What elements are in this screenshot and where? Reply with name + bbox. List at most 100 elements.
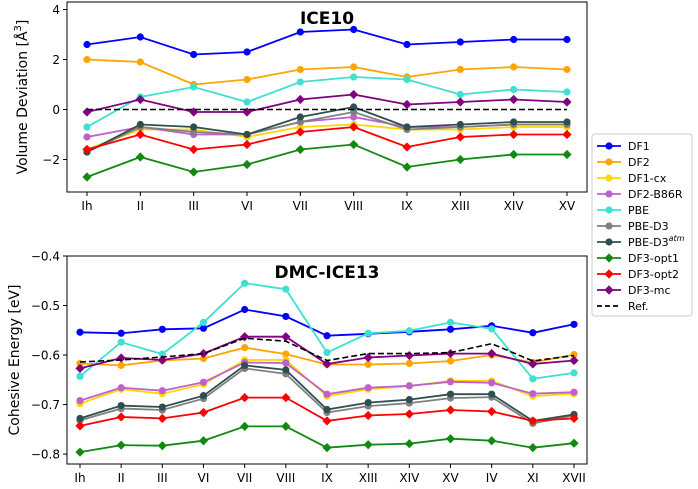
bottom-point-df3-opt1-xiii (363, 440, 373, 450)
bottom-point-df3-opt2-ix (322, 416, 332, 426)
top-series-df3-opt2 (82, 122, 572, 155)
legend-item-df1-cx: DF1-cx (597, 172, 667, 185)
bottom-point-df2-b86r-xiv (405, 382, 413, 390)
top-series-df3-mc (82, 89, 572, 117)
legend-label-text-pbe-d3: PBE-D3 (628, 220, 669, 233)
top-line-df1 (86, 28, 567, 56)
legend-marker-df2 (605, 158, 613, 166)
top-x-tick-label-ii: II (137, 199, 144, 213)
top-point-pbe-d3-vii (296, 118, 304, 126)
legend-label-df1-cx: DF1-cx (628, 172, 667, 185)
bottom-point-df1-ix (323, 332, 331, 340)
top-point-pbe-xiii (456, 90, 464, 99)
top-series-pbe-d3 (83, 108, 571, 156)
top-series-df2 (83, 55, 571, 89)
legend-marker-pbe (605, 206, 613, 214)
top-point-pbe-iii (190, 83, 198, 91)
top-point-df3-mc-ih (82, 107, 92, 117)
bottom-y-tick-label-4: −0.4 (31, 250, 60, 264)
bottom-point-df1-xvii (570, 320, 578, 328)
top-y-axis-label: Volume Deviation [Å3] (13, 20, 31, 175)
bottom-point-df2-b86r-iv (488, 379, 496, 387)
bottom-point-df3-opt2-ii (116, 412, 126, 422)
legend: DF1DF2DF1-cxDF2-B86RPBEPBE-D3PBE-D3atmDF… (591, 133, 693, 317)
bottom-point-df1-xi (529, 329, 537, 337)
top-point-df3-opt1-ih (82, 172, 92, 182)
top-point-df2-vi (243, 75, 251, 84)
bottom-line-df1 (79, 308, 575, 337)
top-point-df1-ix (403, 40, 411, 49)
bottom-point-df3-opt1-vi (198, 436, 209, 446)
top-point-df3-opt2-ih (82, 144, 92, 155)
top-point-df2-b86r-viii (350, 113, 358, 121)
legend-label-pbe-d3: PBE-D3 (628, 220, 669, 233)
top-point-df2-xv (563, 65, 571, 74)
top-point-pbe-d3atm-vii (296, 113, 304, 121)
top-point-pbe-xiv (510, 85, 518, 94)
legend-marker-df1-cx (605, 174, 613, 182)
legend-label-text-ref: Ref. (628, 300, 649, 313)
legend-item-pbe-d3: PBE-D3 (597, 220, 669, 233)
bottom-y-axis-label: Cohesive Energy [eV] (7, 285, 23, 436)
bottom-point-df2-b86r-ii (117, 384, 125, 392)
top-point-df2-b86r-ih (83, 133, 91, 141)
top-y-tick-label-1: 0 (52, 103, 60, 117)
top-y-tick-label-0: −2 (42, 153, 60, 167)
legend-item-pbe: PBE (597, 204, 649, 217)
bottom-x-tick-label-xiii: XIII (359, 471, 378, 485)
bottom-x-tick-label-ix: IX (321, 471, 333, 485)
top-point-df3-mc-vii (295, 94, 305, 105)
legend-label-sup-pbe-d3atm: atm (669, 234, 685, 243)
top-point-pbe-d3atm-ix (403, 123, 411, 131)
bottom-line-ref (79, 337, 575, 363)
bottom-point-df2-b86r-xv (446, 378, 455, 386)
bottom-point-pbe-ix (323, 348, 331, 357)
top-y-tick-label-3: 4 (52, 3, 60, 17)
bottom-point-df2-xiii (364, 360, 372, 369)
bottom-x-tick-label-viii: VIII (276, 471, 295, 485)
top-point-pbe-vii (296, 78, 304, 86)
top-line-df2 (86, 58, 568, 86)
legend-marker-df3-opt1 (604, 253, 614, 263)
bottom-series-df1 (76, 305, 578, 340)
bottom-point-df1-vi (199, 324, 208, 332)
top-point-df3-mc-ii (135, 94, 145, 105)
top-x-tick-label-vii: VII (293, 199, 308, 213)
top-point-df3-opt2-xiv (509, 129, 519, 140)
bottom-point-df2-b86r-ih (76, 397, 84, 405)
bottom-point-df3-mc-xv (445, 348, 456, 359)
bottom-y-tick-label-3: −0.5 (31, 299, 60, 313)
bottom-point-df2-ii (117, 361, 125, 370)
top-series-df1 (83, 25, 571, 59)
bottom-point-df3-opt1-iv (487, 436, 497, 446)
bottom-point-df2-b86r-vi (199, 378, 208, 386)
bottom-x-tick-label-xvii: XVII (562, 471, 586, 485)
legend-marker-df1 (605, 142, 613, 150)
top-point-df3-opt2-vii (295, 127, 305, 137)
top-point-df1-viii (350, 25, 358, 34)
top-line-pbe-d3 (86, 111, 567, 153)
legend-item-df1: DF1 (597, 140, 650, 153)
top-point-df3-mc-xiii (455, 97, 465, 107)
bottom-point-pbe-iv (488, 325, 496, 333)
top-point-df2-xiii (456, 65, 464, 74)
bottom-point-df2-vii (241, 344, 249, 352)
bottom-point-df3-mc-viii (281, 332, 291, 342)
bottom-point-pbe-d3atm-viii (282, 366, 290, 374)
legend-label-pbe: PBE (628, 204, 649, 217)
legend-label-df2: DF2 (628, 156, 650, 169)
bottom-point-df3-opt1-xiv (404, 439, 414, 449)
bottom-point-pbe-xi (529, 375, 537, 383)
top-point-pbe-ih (83, 123, 91, 131)
legend-items: DF1DF2DF1-cxDF2-B86RPBEPBE-D3PBE-D3atmDF… (597, 140, 685, 313)
bottom-point-df2-vi (199, 354, 208, 363)
top-line-pbe (86, 76, 568, 128)
top-point-pbe-ix (403, 75, 411, 84)
bottom-point-pbe-d3atm-xiii (364, 398, 372, 407)
bottom-point-pbe-d3atm-iv (488, 390, 496, 398)
legend-label-text-pbe-d3atm: PBE-D3 (628, 236, 669, 249)
legend-label-pbe-d3atm: PBE-D3atm (628, 234, 685, 249)
bottom-point-df2-b86r-iii (158, 387, 166, 395)
bottom-point-df1-ih (76, 328, 84, 336)
volume-deviation-panel: ICE10 Volume Deviation [Å3] Ih II III VI VII… (13, 1, 588, 213)
